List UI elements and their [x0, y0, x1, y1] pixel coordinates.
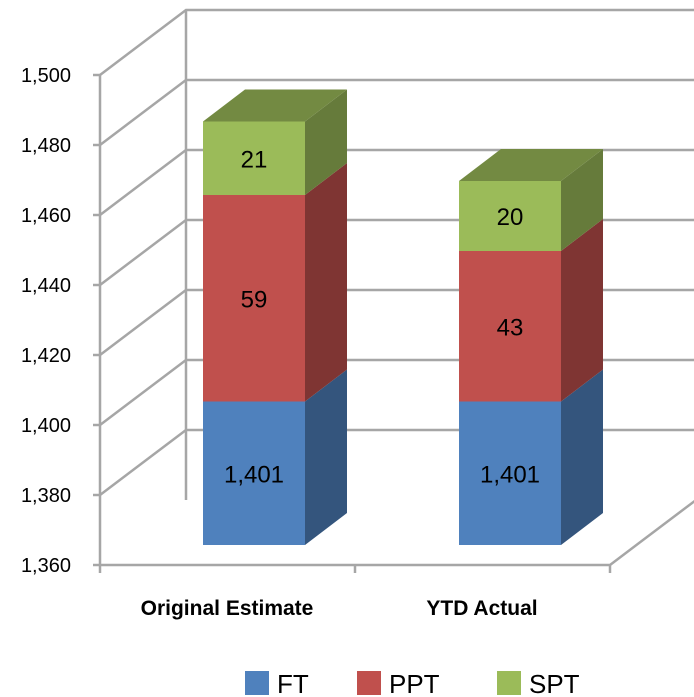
- category-label: YTD Actual: [426, 597, 537, 620]
- gridline: [99, 8, 694, 76]
- gridline: [99, 428, 694, 496]
- bar-front: [203, 121, 305, 195]
- legend-swatch: [357, 671, 381, 695]
- y-tick-label: 1,380: [21, 485, 71, 507]
- gridline: [99, 148, 694, 216]
- data-label: 43: [497, 314, 524, 341]
- bar-front: [459, 181, 561, 251]
- gridline: [99, 78, 694, 146]
- bar-segment-ft-1: 1,401: [459, 369, 603, 545]
- y-tick-label: 1,460: [21, 205, 71, 227]
- legend-label: FT: [277, 669, 309, 697]
- data-label: 1,401: [480, 461, 540, 488]
- legend-label: SPT: [529, 669, 580, 697]
- floor-edge: [100, 499, 694, 567]
- y-tick-label: 1,500: [21, 65, 71, 87]
- bar-side: [305, 163, 347, 402]
- gridline: [99, 358, 694, 426]
- bar-side: [561, 369, 603, 545]
- legend-item-ft: FT: [245, 669, 309, 697]
- y-tick-label: 1,360: [21, 555, 71, 577]
- bar-front: [459, 251, 561, 402]
- bar-front: [459, 401, 561, 545]
- grid: [98, 8, 694, 567]
- legend-label: PPT: [389, 669, 440, 697]
- y-axis-ticks: 1,360 1,380 1,400 1,420 1,440 1,460 1,480 1,500: [21, 65, 612, 577]
- x-axis-categories: Original Estimate YTD Actual: [141, 597, 538, 620]
- bar-segment-ppt-0: 59: [203, 163, 347, 402]
- legend-swatch: [245, 671, 269, 695]
- bar-side: [305, 89, 347, 195]
- bars: 1,401 59 21 1,401 43 20: [203, 89, 603, 545]
- data-label: 21: [241, 146, 268, 173]
- legend-item-ppt: PPT: [357, 669, 440, 697]
- bar-segment-spt-0: 21: [203, 89, 347, 195]
- legend-item-spt: SPT: [497, 669, 580, 697]
- bar-top: [459, 149, 603, 181]
- category-label: Original Estimate: [141, 597, 314, 620]
- gridline: [99, 218, 694, 286]
- bar-front: [203, 401, 305, 545]
- bar-segment-ppt-1: 43: [459, 219, 603, 402]
- data-label: 20: [497, 204, 524, 231]
- bar-segment-spt-1: 20: [459, 149, 603, 251]
- bar-side: [561, 219, 603, 402]
- bar-segment-ft-0: 1,401: [203, 369, 347, 545]
- y-tick-label: 1,440: [21, 275, 71, 297]
- legend: FT PPT SPT: [245, 669, 580, 697]
- y-tick-label: 1,480: [21, 135, 71, 157]
- bar-top: [203, 89, 347, 122]
- data-label: 1,401: [224, 461, 284, 488]
- y-tick-label: 1,400: [21, 415, 71, 437]
- legend-swatch: [497, 671, 521, 695]
- bar-side: [561, 149, 603, 251]
- gridline: [99, 288, 694, 356]
- bar-side: [305, 369, 347, 545]
- y-tick-label: 1,420: [21, 345, 71, 367]
- bar-front: [203, 195, 305, 402]
- data-label: 59: [241, 286, 268, 313]
